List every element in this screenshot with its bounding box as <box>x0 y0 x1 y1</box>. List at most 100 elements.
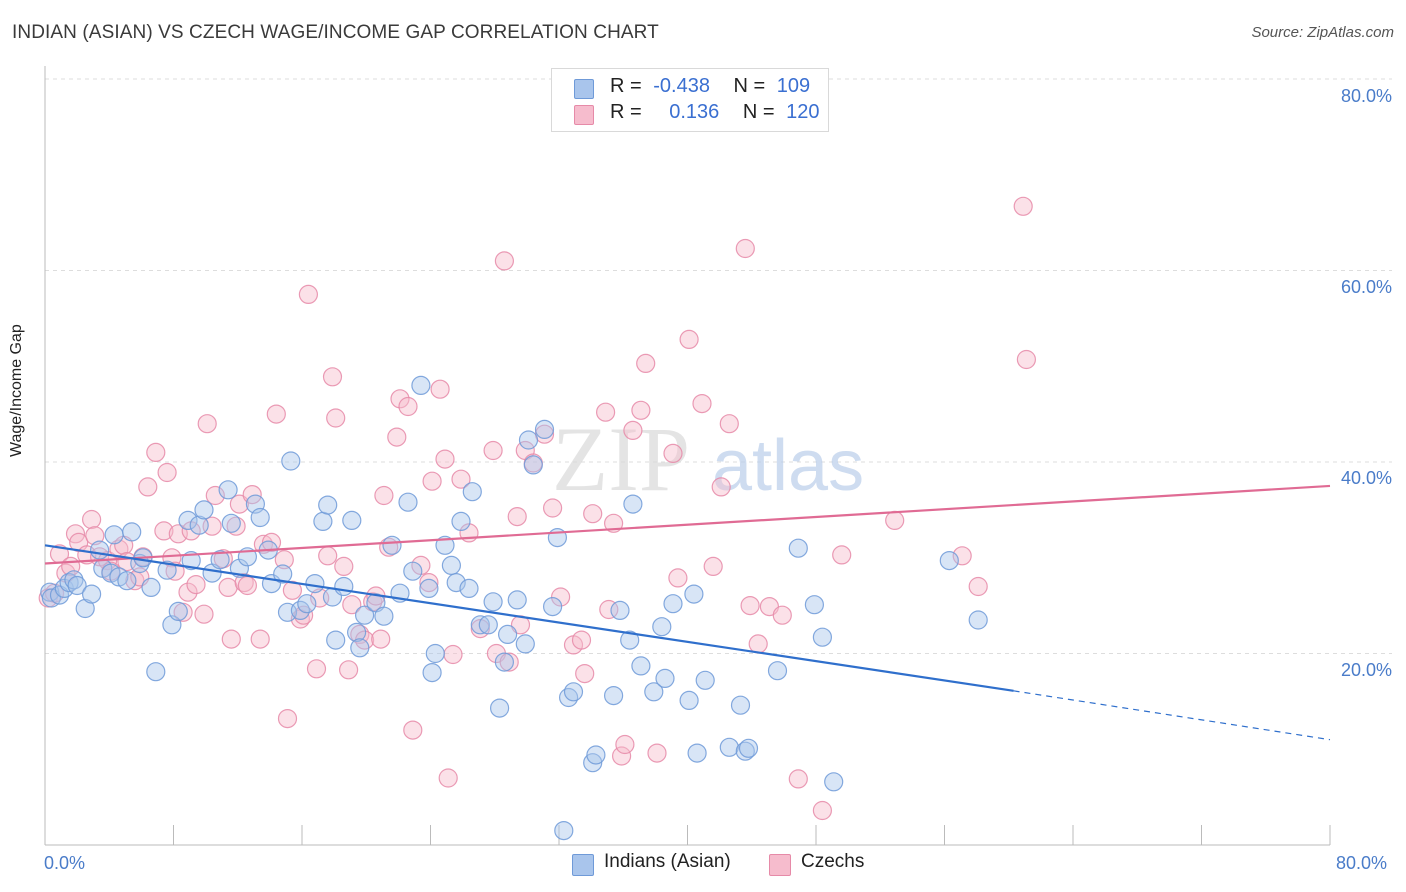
data-point <box>595 402 616 422</box>
data-point <box>138 477 158 497</box>
data-point <box>234 572 254 593</box>
data-point <box>282 580 302 600</box>
data-point <box>382 535 402 555</box>
data-point <box>339 660 359 680</box>
data-point <box>374 485 394 506</box>
r-label: R = <box>610 101 642 123</box>
legend-label: Czechs <box>801 851 865 872</box>
data-point <box>571 630 592 650</box>
data-point <box>451 511 471 532</box>
data-point <box>250 507 270 528</box>
indians-trend-extension <box>1013 690 1331 741</box>
data-point <box>652 617 672 637</box>
trend-lines <box>44 484 1331 741</box>
data-point <box>812 800 833 821</box>
y-tick-label: 40.0% <box>1340 468 1392 488</box>
data-point <box>67 575 87 596</box>
data-point <box>968 576 988 597</box>
czechs-points <box>38 196 1037 821</box>
data-point <box>738 738 759 758</box>
data-point <box>297 594 317 614</box>
data-point <box>623 420 643 440</box>
data-point <box>498 624 518 645</box>
data-point <box>610 600 630 621</box>
data-point <box>443 644 463 665</box>
data-point <box>350 638 370 658</box>
data-point <box>507 506 527 527</box>
data-point <box>711 477 731 497</box>
y-tick-label: 20.0% <box>1340 660 1392 680</box>
data-point <box>266 404 286 424</box>
data-point <box>347 622 367 643</box>
data-point <box>194 500 214 520</box>
data-point <box>229 494 249 514</box>
data-point <box>478 615 498 635</box>
data-point <box>205 485 225 506</box>
data-point <box>620 630 640 650</box>
data-point <box>274 550 294 570</box>
data-point <box>237 575 257 596</box>
data-point <box>668 568 688 588</box>
indians-trend-line <box>44 544 1014 692</box>
data-point <box>583 753 603 773</box>
data-point <box>695 670 715 690</box>
data-point <box>499 652 519 672</box>
data-point <box>419 578 439 599</box>
r-value: -0.438 <box>653 75 710 97</box>
data-point <box>748 634 768 654</box>
data-point <box>277 708 298 729</box>
data-point <box>298 284 318 304</box>
data-point <box>655 668 675 689</box>
data-point <box>430 379 450 399</box>
data-point <box>422 471 442 491</box>
gridlines <box>45 78 1392 654</box>
data-point <box>281 451 301 471</box>
data-point <box>575 663 595 684</box>
data-point <box>583 504 603 524</box>
data-point <box>451 469 471 489</box>
data-point <box>515 634 535 654</box>
n-value: 109 <box>776 75 811 97</box>
data-point <box>318 495 338 515</box>
data-point <box>603 513 624 533</box>
data-point <box>165 561 185 581</box>
data-point <box>398 492 418 512</box>
data-point <box>687 743 707 763</box>
data-point <box>178 582 198 602</box>
data-point <box>623 494 643 514</box>
data-point <box>334 556 354 577</box>
data-point <box>117 571 137 591</box>
data-point <box>470 615 490 635</box>
data-point <box>735 238 755 259</box>
x-tick-label: 0.0% <box>44 853 86 873</box>
data-point <box>772 605 792 625</box>
data-point <box>483 440 503 461</box>
data-point <box>181 550 201 571</box>
y-axis-label: Wage/Income Gap <box>8 324 25 457</box>
data-point <box>157 462 177 483</box>
data-point <box>318 546 338 566</box>
data-point <box>435 449 455 469</box>
data-point <box>104 525 124 545</box>
data-point <box>663 594 683 614</box>
data-point <box>490 698 510 718</box>
data-point <box>563 682 584 702</box>
data-point <box>679 329 699 349</box>
data-point <box>730 695 751 715</box>
data-point <box>197 414 217 434</box>
data-point <box>374 606 394 626</box>
data-point <box>679 690 699 711</box>
data-point <box>342 510 362 531</box>
data-point <box>603 685 624 706</box>
data-point <box>75 598 95 619</box>
chart-title: INDIAN (ASIAN) VS CZECH WAGE/INCOME GAP … <box>12 22 659 43</box>
data-point <box>313 511 333 532</box>
n-label: N = <box>742 101 775 123</box>
data-point <box>261 532 282 553</box>
data-point <box>788 769 808 789</box>
correlation-legend: R = -0.438 N = 109 R = 0.136 N = 120 <box>551 68 829 132</box>
data-point <box>740 595 760 616</box>
data-point <box>178 510 198 531</box>
data-point <box>631 656 651 676</box>
data-point <box>157 560 177 580</box>
